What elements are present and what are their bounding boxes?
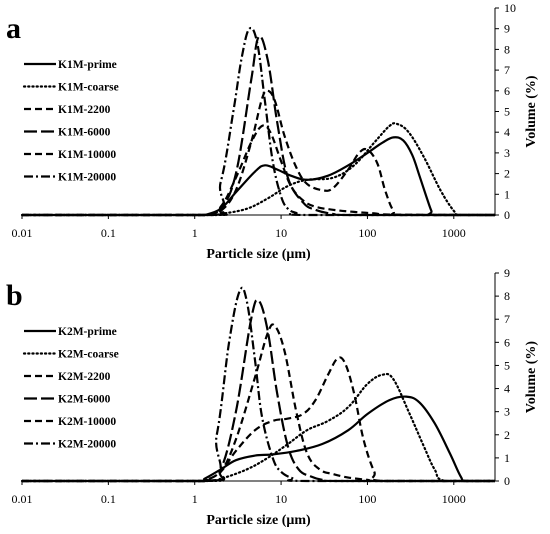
x-tick-label: 1000 <box>442 226 466 240</box>
y-tick-label: 6 <box>504 84 510 98</box>
y-tick-label: 7 <box>504 63 510 77</box>
legend-label: K1M-10000 <box>58 149 116 161</box>
legend-label: K1M-20000 <box>58 172 116 184</box>
series-line-k2m-20000 <box>22 286 495 483</box>
x-tick-label: 0.01 <box>12 226 33 240</box>
x-tick-label: 0.01 <box>12 492 33 506</box>
legend-label: K2M-coarse <box>58 349 119 361</box>
y-tick-label: 2 <box>504 167 510 181</box>
x-tick-label: 0.1 <box>101 492 116 506</box>
y-tick-label: 8 <box>504 42 510 56</box>
y-tick-label: 3 <box>504 405 510 419</box>
y-axis-title: Volume (%) <box>524 75 539 148</box>
x-tick-label: 1000 <box>442 492 466 506</box>
x-tick-label: 1 <box>192 492 198 506</box>
series-line-k2m-prime <box>22 395 495 483</box>
y-tick-label: 5 <box>504 358 510 372</box>
series-line-k2m-6000 <box>22 298 495 483</box>
x-axis-title: Particle size (μm) <box>206 513 311 528</box>
y-tick-label: 4 <box>504 125 510 139</box>
series-line-k1m-2200 <box>22 89 495 217</box>
x-tick-label: 100 <box>358 492 376 506</box>
x-tick-label: 100 <box>358 226 376 240</box>
y-tick-label: 5 <box>504 105 510 119</box>
x-tick-label: 10 <box>275 226 287 240</box>
y-tick-label: 9 <box>504 22 510 36</box>
y-tick-label: 8 <box>504 289 510 303</box>
legend-label: K2M-20000 <box>58 439 116 451</box>
y-tick-label: 3 <box>504 146 510 160</box>
x-axis-title: Particle size (μm) <box>206 247 311 262</box>
legend-label: K1M-2200 <box>58 104 111 116</box>
x-tick-label: 0.1 <box>101 226 116 240</box>
y-tick-label: 6 <box>504 335 510 349</box>
x-tick-label: 1 <box>192 226 198 240</box>
legend-label: K2M-2200 <box>58 371 111 383</box>
y-tick-label: 2 <box>504 428 510 442</box>
panel-a: a 0.01 0.1 1 10 100 1000 0 1 2 3 4 5 6 7 8 9 10 Particle s… <box>6 1 539 262</box>
legend-label: K2M-prime <box>58 326 117 338</box>
y-axis-title: Volume (%) <box>524 341 539 414</box>
legend-label: K1M-coarse <box>58 82 119 94</box>
y-tick-label: 4 <box>504 382 510 396</box>
legend-label: K1M-prime <box>58 59 117 71</box>
x-tick-label: 10 <box>275 492 287 506</box>
y-tick-label: 9 <box>504 266 510 280</box>
panel-letter: a <box>6 12 21 45</box>
y-tick-label: 7 <box>504 312 510 326</box>
y-tick-label: 1 <box>504 451 510 465</box>
y-tick-label: 0 <box>504 208 510 222</box>
legend-label: K2M-10000 <box>58 416 116 428</box>
y-tick-label: 10 <box>504 1 516 15</box>
panel-b: b 0.01 0.1 1 10 100 1000 0 1 2 3 4 5 6 7 8 9 Particle siz… <box>6 266 539 528</box>
panel-letter: b <box>6 279 23 312</box>
series-line-k1m-10000 <box>22 124 496 217</box>
y-tick-label: 1 <box>504 187 510 201</box>
y-tick-label: 0 <box>504 474 510 488</box>
legend-label: K2M-6000 <box>58 394 111 406</box>
legend-label: K1M-6000 <box>58 127 111 139</box>
series-line-k1m-20000 <box>22 26 495 217</box>
